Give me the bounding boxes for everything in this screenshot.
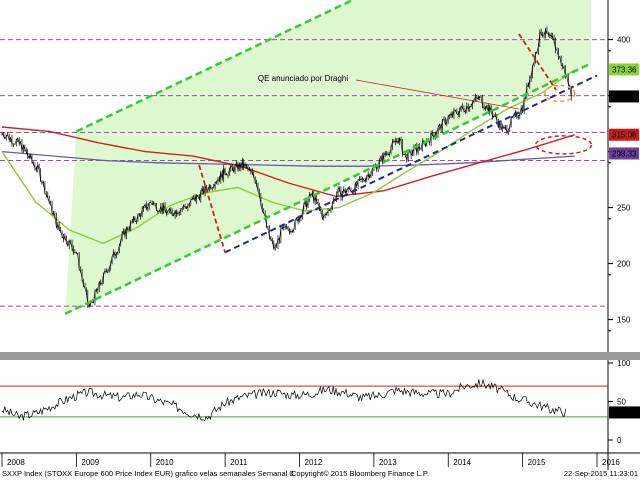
level-label-text: 298.33 (612, 149, 637, 158)
moving-average-red-line (1, 126, 575, 198)
y-axis-tick-label: 150 (617, 316, 631, 325)
rsi-value-text: 35.7894 (611, 408, 640, 417)
level-label-box (609, 90, 639, 103)
level-label-text: 373.36 (612, 65, 637, 74)
rsi-axis-tick-label: 0 (617, 436, 622, 445)
rsi-axis-tick-label: 50 (617, 398, 626, 407)
highlight-ellipse-orange (544, 84, 576, 103)
footer-description: SXXP Index (STOXX Europe 600 Price Index… (2, 469, 294, 478)
y-axis-tick-label: 400 (617, 36, 631, 45)
level-label-box (609, 147, 639, 160)
y-axis-tick-label: 250 (617, 204, 631, 213)
channel-lower-line (64, 62, 592, 315)
level-label-text: 349.24 (612, 92, 637, 101)
annotation-qe-text: QE anunciado por Draghi (258, 74, 349, 83)
x-axis-year-label: 2010 (156, 458, 174, 467)
trend-channel-area (65, 0, 592, 314)
channel-upper-line (75, 0, 356, 133)
footer-copyright: Copyright© 2015 Bloomberg Finance L.P. (291, 469, 429, 478)
rsi-value-box (609, 406, 640, 419)
rsi-axis-tick-label: 100 (617, 359, 631, 368)
footer-timestamp: 22-Sep-2015 11:23:01 (564, 469, 638, 478)
x-axis-year-label: 2016 (602, 458, 620, 467)
level-label-text: 315.06 (612, 131, 637, 140)
x-axis-year-label: 2009 (81, 458, 99, 467)
x-axis-year-label: 2014 (453, 458, 471, 467)
correction-trendline-2011 (198, 164, 226, 253)
x-axis-year-label: 2011 (230, 458, 248, 467)
x-axis-year-label: 2015 (528, 458, 546, 467)
x-axis-year-label: 2008 (7, 458, 25, 467)
annotation-arrow (355, 79, 519, 110)
y-axis-tick-label: 200 (617, 260, 631, 269)
level-label-box (609, 63, 639, 76)
highlight-ellipse-red (534, 135, 593, 155)
support-trendline (224, 74, 598, 254)
price-line (1, 28, 572, 308)
x-axis-year-label: 2013 (379, 458, 397, 467)
rsi-line (1, 378, 567, 422)
correction-trendline-2015 (518, 33, 557, 91)
level-label-box (609, 128, 639, 141)
pane-separator (0, 352, 640, 360)
x-axis-year-label: 2012 (305, 458, 323, 467)
